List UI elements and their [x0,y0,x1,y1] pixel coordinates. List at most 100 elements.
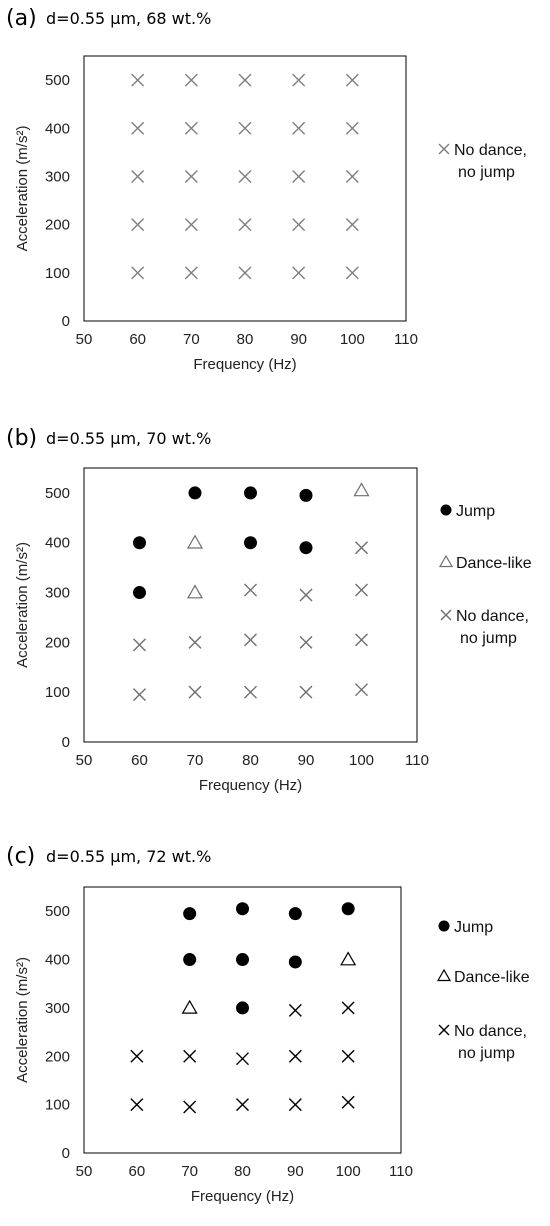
data-point-circle [133,536,146,550]
y-tick-label: 0 [62,734,70,751]
legend-item: No dance, no jump [438,142,527,181]
data-point-cross [183,1100,197,1114]
y-tick-label: 100 [45,1097,70,1114]
y-tick-label: 500 [45,72,70,89]
data-point-cross-stroke [341,1095,355,1109]
legend-item: Dance-like [438,554,532,572]
series-cross [130,1001,355,1114]
x-axis-label: Frequency (Hz) [191,1188,294,1205]
plot-area [83,55,407,322]
chart-title: d=0.55 μm, 68 wt.% [46,9,211,28]
data-point-cross-stroke [133,638,146,652]
x-tick-label: 100 [349,752,374,769]
data-point-cross [341,1049,355,1063]
data-point-cross-stroke [131,121,145,135]
data-point-cross [184,169,198,183]
plot-area [83,467,418,743]
x-tick-label: 70 [181,1163,198,1180]
data-point-cross-stroke [238,73,252,87]
data-point-circle [236,902,249,916]
x-tick-label: 80 [237,331,254,348]
x-tick-label: 60 [129,331,146,348]
y-tick-label: 400 [45,120,70,137]
data-point-cross-stroke [244,633,257,647]
legend-marker-triangle [438,554,454,568]
x-tick-label: 90 [287,1163,304,1180]
data-point-triangle [353,482,370,497]
data-point-cross-stroke [288,1098,302,1112]
data-point-cross [238,218,252,232]
data-point-cross-stroke [184,218,198,232]
data-point-cross-stroke [130,1098,144,1112]
data-point-cross [238,169,252,183]
x-tick-label: 100 [336,1163,361,1180]
legend-marker-cross [438,143,450,155]
y-tick-label: 100 [45,265,70,282]
y-tick-label: 500 [45,903,70,920]
legend-marker-cross [440,609,452,621]
x-tick-label: 90 [290,331,307,348]
chart-panel-c: (c) d=0.55 μm, 72 wt.% 50 60 70 80 90 100 110 0 10… [6,844,530,1205]
data-point-cross [133,638,146,652]
data-point-cross [130,1098,144,1112]
data-point-cross-stroke [236,1052,249,1066]
legend-marker-triangle [436,968,452,982]
data-point-cross-stroke [345,266,359,280]
data-point-cross-stroke [183,1100,197,1114]
y-tick-label: 200 [45,634,70,651]
legend-label: Jump [454,919,493,936]
legend-label: No dance, no jump [454,1023,527,1062]
plot-area [83,886,402,1154]
legend-marker-circle [438,920,450,932]
y-axis-label: Acceleration (m/s²) [14,542,31,668]
data-point-cross-stroke [238,218,252,232]
x-tick-label: 60 [128,1163,145,1180]
x-tick-label: 70 [187,752,204,769]
data-point-cross [236,1098,249,1112]
x-tick-label: 110 [389,1163,413,1180]
data-point-cross-stroke [131,218,145,232]
legend-marker-cross [438,1024,450,1036]
data-point-cross-stroke [292,121,306,135]
data-point-cross-stroke [188,685,202,699]
data-point-circle [288,907,302,921]
data-point-cross [345,218,359,232]
y-axis-label: Acceleration (m/s²) [14,957,31,1083]
x-axis-label: Frequency (Hz) [193,356,296,373]
x-tick-label: 110 [405,752,429,769]
data-point-cross-stroke [288,1003,302,1017]
data-point-cross [355,583,368,597]
data-point-circle [183,907,197,921]
data-point-cross [244,633,257,647]
chart-panel-b: (b) d=0.55 μm, 70 wt.% 50 60 70 80 90 100 110 0 10… [6,426,532,794]
data-point-cross-stroke [131,266,145,280]
data-point-cross-stroke [299,588,313,602]
legend-marker-cross-stroke [440,609,452,621]
data-point-cross [130,1049,144,1063]
data-point-cross-stroke [236,1098,249,1112]
data-point-cross [238,266,252,280]
data-point-cross [131,121,145,135]
legend-marker-cross-stroke [438,143,450,155]
data-point-circle [133,586,146,600]
data-point-cross-stroke [299,635,313,649]
data-point-cross [299,685,313,699]
data-point-circle [341,902,355,916]
data-point-cross [236,1052,249,1066]
data-point-cross [238,73,252,87]
data-point-cross [345,169,359,183]
data-point-cross [184,266,198,280]
data-point-cross-stroke [244,583,257,597]
data-point-cross-stroke [131,73,145,87]
data-point-cross [292,266,306,280]
series-circle [183,902,355,1015]
data-point-cross [131,73,145,87]
data-point-cross [345,266,359,280]
y-tick-label: 300 [45,585,70,602]
data-point-cross-stroke [341,1001,355,1015]
data-point-triangle [340,951,357,966]
x-tick-label: 110 [394,331,418,348]
data-point-cross-stroke [355,583,368,597]
data-point-circle [236,953,249,967]
